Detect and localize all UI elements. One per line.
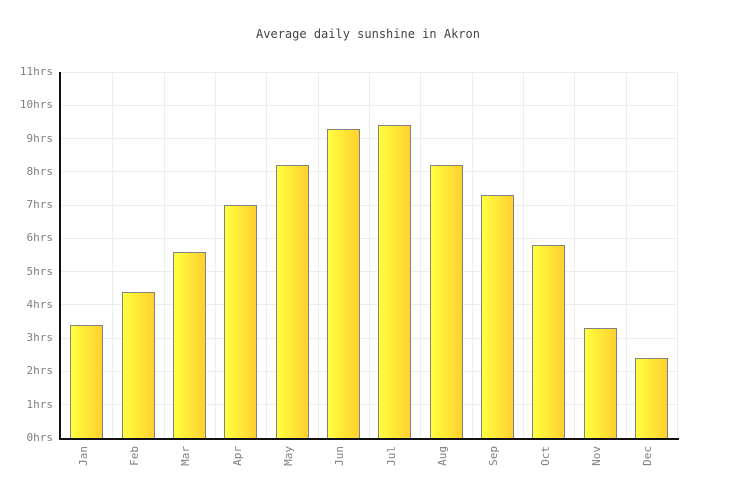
x-axis-line (59, 438, 679, 440)
bar (583, 328, 617, 438)
x-tick-label: Jun (333, 446, 351, 490)
gridline-v (317, 72, 319, 438)
bar (224, 205, 258, 438)
gridline-v (112, 72, 114, 438)
gridline-v (266, 72, 268, 438)
x-tick-label-text: Nov (590, 446, 604, 466)
y-tick-label: 4hrs (26, 297, 54, 311)
y-tick-label: 5hrs (26, 264, 54, 278)
x-tick-label: Sep (487, 446, 505, 490)
x-tick-label-text: Oct (538, 446, 552, 466)
x-tick-label-text: Apr (230, 446, 244, 466)
x-tick-label: Oct (538, 446, 557, 490)
x-tick-label-text: Dec (641, 446, 655, 466)
y-tick-label: 11hrs (19, 65, 53, 78)
x-tick-label-text: Feb (128, 446, 142, 466)
chart-title: Average daily sunshine in Akron (256, 27, 480, 41)
gridline-v (677, 72, 678, 438)
x-tick-label: May (282, 446, 300, 490)
y-tick-label: 9hrs (26, 131, 54, 145)
x-tick-label-text: Jul (384, 446, 398, 466)
bar (326, 128, 360, 438)
x-tick-label-text: Jan (76, 446, 90, 466)
x-tick-label: Nov (590, 446, 608, 490)
bar (429, 165, 463, 438)
gridline-v (369, 72, 370, 438)
y-tick-label: 0hrs (26, 431, 54, 444)
x-tick-label: Jul (384, 446, 403, 490)
y-tick-label: 10hrs (19, 98, 53, 112)
y-tick-label: 3hrs (26, 331, 54, 345)
x-tick-label: Jan (76, 446, 95, 490)
gridline-v (215, 72, 216, 438)
y-axis-line (59, 72, 61, 440)
bar (532, 245, 566, 438)
x-tick-label: Apr (230, 446, 249, 490)
x-tick-label: Dec (641, 446, 659, 490)
gridline-v (625, 72, 627, 438)
y-tick-label: 2hrs (26, 364, 54, 378)
gridline-v (471, 72, 473, 438)
gridline-v (574, 72, 576, 438)
y-tick-label: 7hrs (26, 198, 54, 212)
x-tick-label: Aug (436, 446, 454, 490)
x-tick-label-text: Aug (436, 446, 450, 466)
x-tick-label: Mar (179, 446, 197, 490)
x-tick-label-text: May (282, 446, 296, 466)
y-tick-label: 8hrs (26, 164, 54, 178)
y-tick-label: 6hrs (26, 231, 54, 245)
x-tick-label-text: Mar (179, 446, 193, 466)
y-tick-label: 1hrs (26, 397, 54, 411)
bar (275, 165, 309, 438)
bar (121, 291, 155, 438)
bar (634, 358, 668, 438)
bar (480, 195, 514, 438)
bar (70, 324, 104, 438)
bar (378, 125, 412, 438)
gridline-v (163, 72, 165, 438)
gridline-v (420, 72, 422, 438)
bar (172, 251, 206, 438)
x-tick-label: Feb (128, 446, 146, 490)
gridline-v (523, 72, 524, 438)
x-tick-label-text: Jun (333, 446, 347, 466)
x-tick-label-text: Sep (487, 446, 501, 466)
